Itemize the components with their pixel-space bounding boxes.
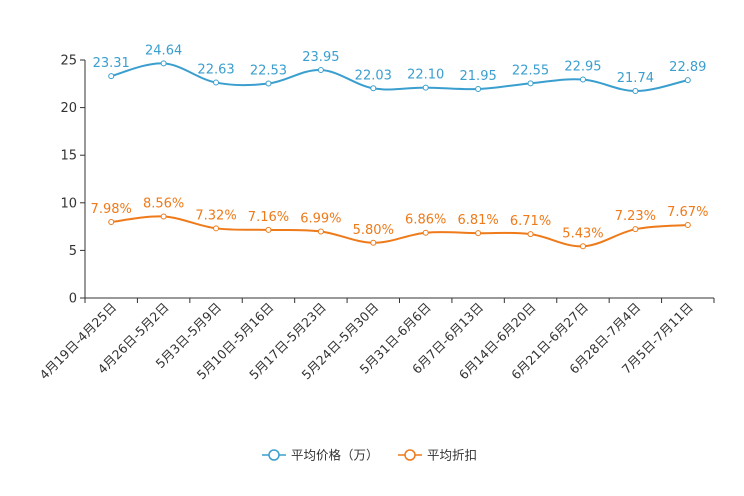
data-label: 22.55 (512, 63, 549, 78)
data-point (160, 60, 167, 67)
data-point (684, 221, 691, 228)
data-point (108, 73, 115, 80)
data-label: 7.98% (91, 202, 132, 217)
data-point (632, 226, 639, 233)
data-label: 22.63 (197, 63, 234, 78)
data-label: 7.67% (667, 205, 708, 220)
y-tick-label: 25 (60, 54, 77, 69)
data-label: 21.95 (460, 69, 497, 84)
data-point (422, 84, 429, 91)
data-label: 22.89 (669, 60, 706, 75)
data-label: 22.53 (250, 64, 287, 79)
data-point (422, 229, 429, 236)
data-label: 23.95 (302, 50, 339, 65)
data-point (317, 228, 324, 235)
legend-item-1[interactable]: 平均折扣 (398, 448, 477, 463)
data-label: 8.56% (143, 197, 184, 212)
data-label: 6.99% (300, 211, 341, 226)
y-tick-label: 15 (60, 149, 77, 164)
data-point (579, 76, 586, 83)
data-point (527, 80, 534, 87)
data-label: 7.32% (195, 208, 236, 223)
data-point (265, 226, 272, 233)
series-line (110, 62, 689, 93)
y-tick-label: 5 (69, 244, 77, 259)
data-label: 7.23% (615, 209, 656, 224)
data-label: 23.31 (93, 56, 130, 71)
series-0: 23.31 24.64 22.63 22.53 23.95 22.03 22.10 21.95… (93, 43, 706, 95)
legend-marker (268, 449, 280, 461)
data-point (213, 79, 220, 86)
y-tick-label: 0 (69, 292, 77, 307)
data-label: 22.10 (407, 68, 444, 83)
data-point (108, 219, 115, 226)
series-line (111, 215, 688, 248)
data-point (213, 225, 220, 232)
y-tick-label: 10 (60, 196, 77, 211)
series-layer: 23.31 24.64 22.63 22.53 23.95 22.03 22.10 21.95… (91, 43, 708, 250)
data-point (632, 88, 639, 95)
data-point (317, 66, 324, 73)
data-point (370, 239, 377, 246)
data-label: 6.86% (405, 213, 446, 228)
legend[interactable]: 平均价格（万） 平均折扣 (262, 448, 477, 463)
data-label: 6.71% (510, 214, 551, 229)
data-point (160, 213, 167, 220)
legend-label: 平均折扣 (427, 448, 477, 463)
y-tick-label: 20 (60, 101, 77, 116)
data-point (475, 230, 482, 237)
data-label: 22.95 (564, 60, 601, 75)
data-point (370, 85, 377, 92)
data-point (684, 77, 691, 84)
legend-item-0[interactable]: 平均价格（万） (262, 448, 379, 463)
legend-label: 平均价格（万） (291, 448, 379, 463)
data-label: 24.64 (145, 43, 182, 58)
legend-marker (404, 449, 416, 461)
data-point (579, 243, 586, 250)
data-label: 22.03 (355, 68, 392, 83)
data-label: 5.80% (353, 223, 394, 238)
data-point (265, 80, 272, 87)
series-1: 7.98% 8.56% 7.32% 7.16% 6.99% 5.80% 6.86% 6.81%… (91, 197, 708, 250)
data-label: 7.16% (248, 210, 289, 225)
data-label: 5.43% (562, 226, 603, 241)
data-label: 6.81% (457, 213, 498, 228)
data-label: 21.74 (617, 71, 654, 86)
data-point (527, 231, 534, 238)
data-point (475, 86, 482, 93)
